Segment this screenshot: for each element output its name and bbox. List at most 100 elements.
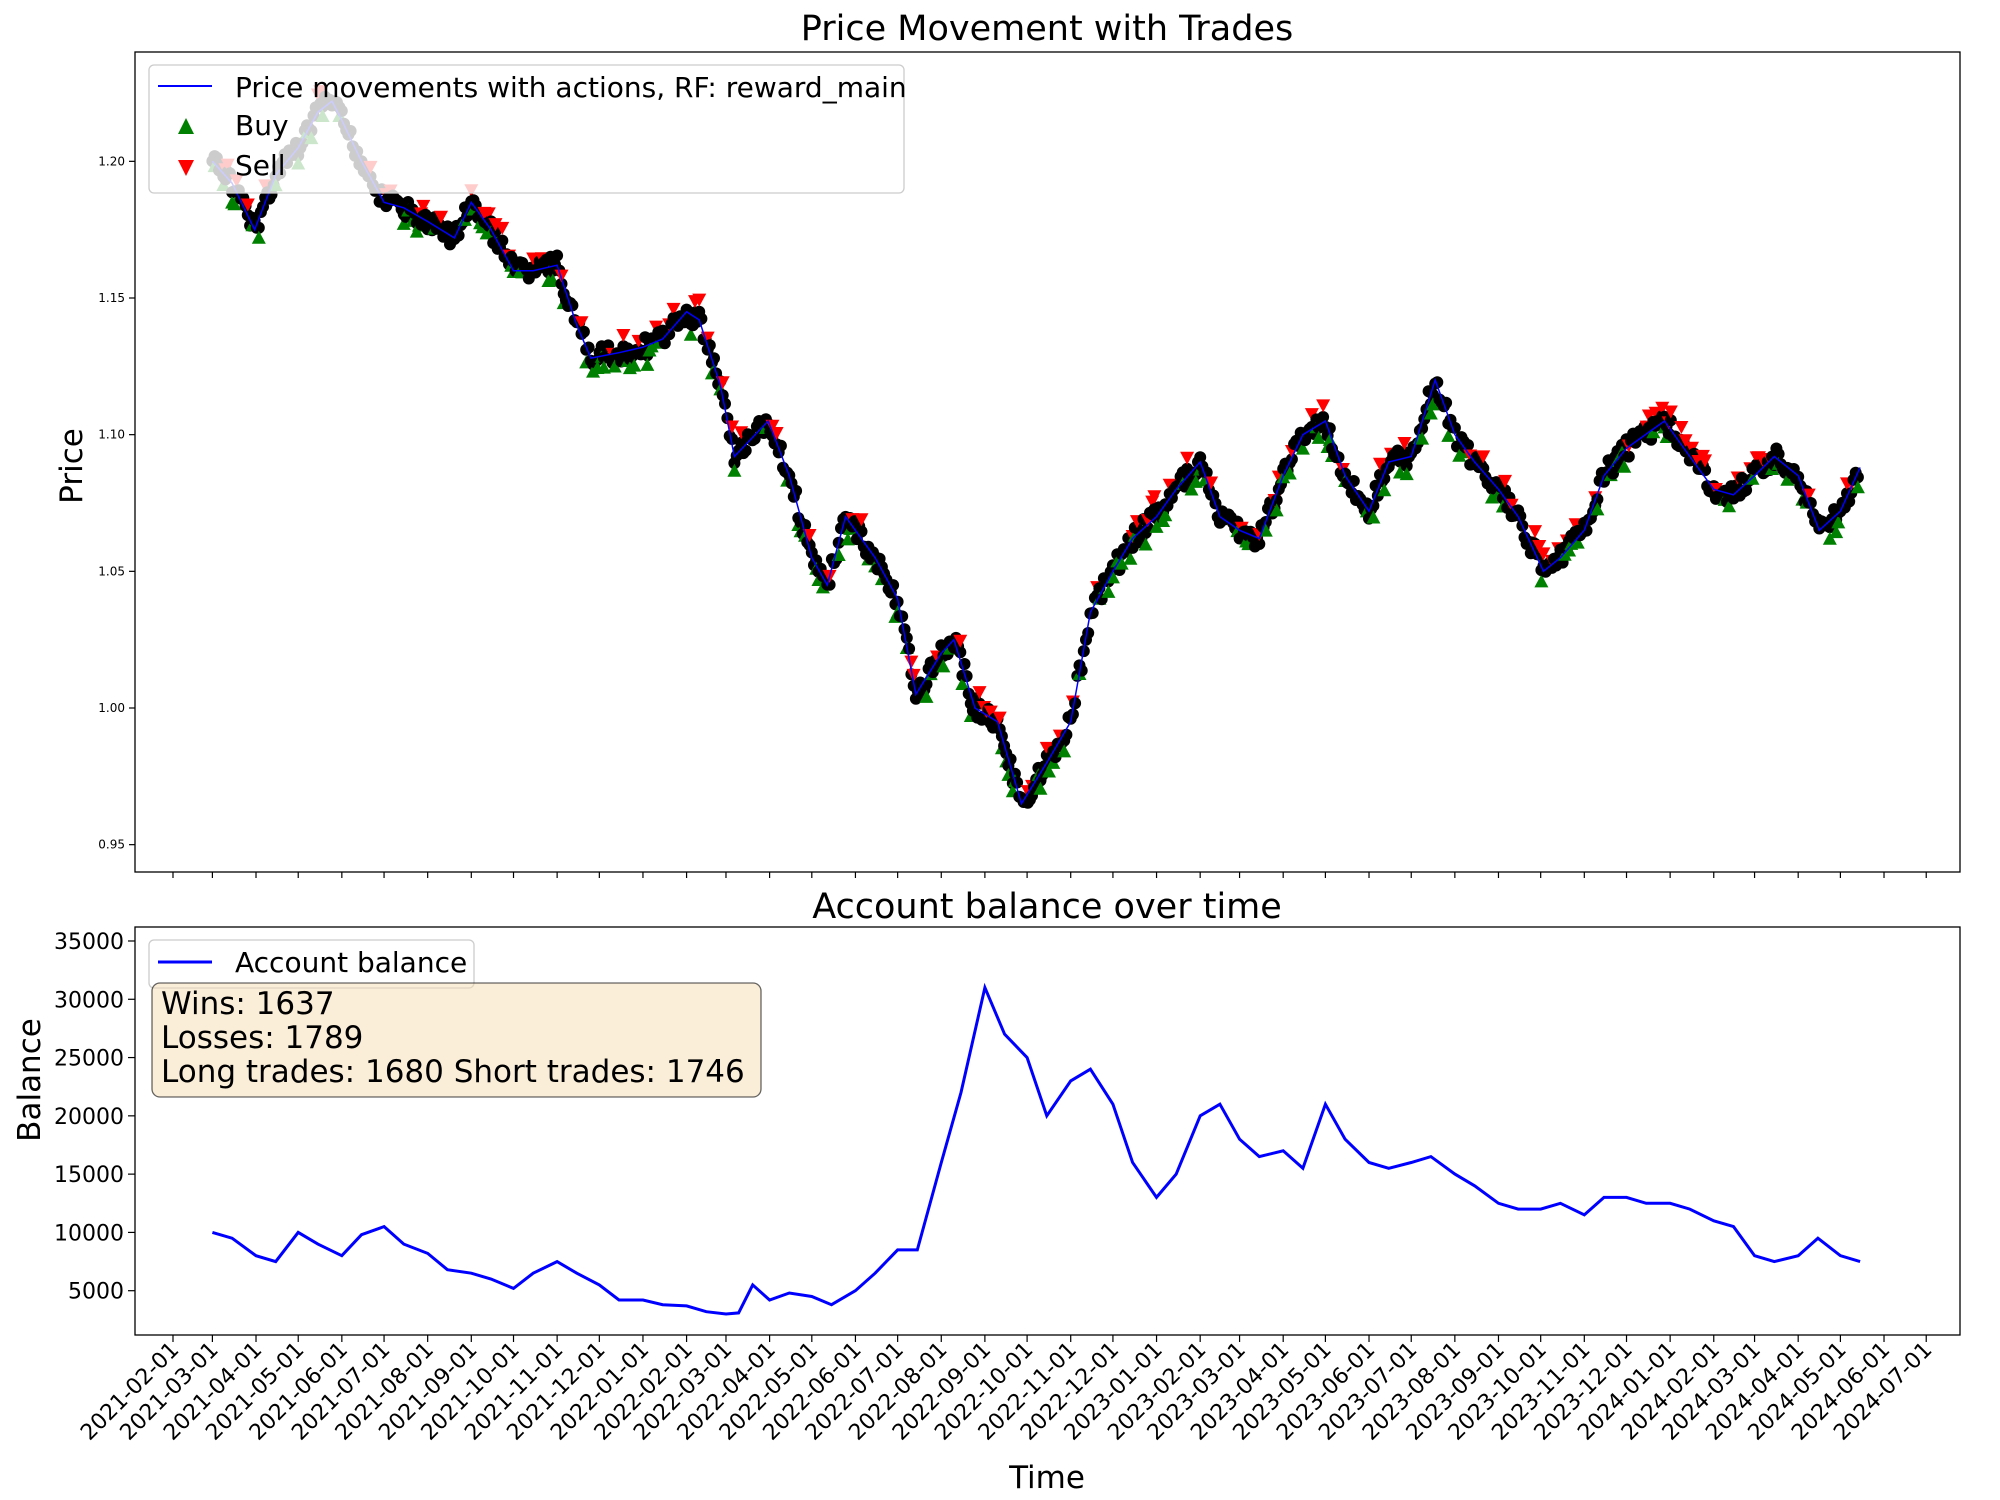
buy-marker: [1184, 482, 1199, 496]
sell-marker: [1180, 451, 1195, 465]
trade-dot: [658, 337, 671, 350]
buy-marker: [727, 463, 742, 477]
buy-marker: [1399, 467, 1414, 481]
sell-marker: [802, 529, 817, 543]
trade-dot: [1194, 451, 1207, 464]
sell-marker: [495, 221, 510, 235]
buy-marker: [1258, 523, 1273, 537]
trade-dot: [739, 444, 752, 457]
trade-dot: [748, 432, 761, 445]
sell-marker: [1678, 434, 1693, 448]
trade-dot: [1069, 697, 1082, 710]
sell-marker: [1476, 450, 1491, 464]
buy-marker: [640, 357, 655, 371]
buy-marker: [1646, 425, 1661, 439]
sell-marker: [904, 655, 919, 669]
buy-marker: [936, 659, 951, 673]
y-tick-label: 1.05: [98, 564, 125, 578]
sell-marker: [434, 210, 449, 224]
buy-marker: [1138, 537, 1153, 551]
trade-dot: [958, 658, 971, 670]
balance-chart-frame: [134, 926, 1961, 1336]
trade-dot: [452, 229, 465, 242]
buy-marker: [1423, 406, 1438, 420]
trade-dot: [1200, 466, 1213, 479]
trade-dot: [1607, 467, 1619, 480]
sell-marker: [1397, 436, 1412, 450]
trade-dot: [1060, 728, 1073, 741]
price-chart-y-axis-label: Price: [54, 428, 90, 504]
buy-marker: [1562, 543, 1577, 557]
buy-marker: [227, 197, 242, 211]
sell-marker: [240, 198, 255, 212]
sell-marker-icon: [178, 160, 194, 176]
buy-marker: [1534, 574, 1549, 588]
legend-buy-label: Buy: [235, 109, 289, 142]
legend-sell-label: Sell: [235, 149, 286, 182]
balance-chart-title: Account balance over time: [812, 887, 1282, 927]
trade-dot: [1082, 627, 1095, 639]
buy-marker: [1123, 551, 1138, 565]
price-chart-frame: [134, 51, 1961, 873]
trade-dot: [489, 225, 502, 238]
buy-marker: [1831, 515, 1846, 529]
buy-marker: [1377, 483, 1392, 497]
buy-marker: [1114, 556, 1129, 570]
sell-marker: [692, 293, 707, 307]
buy-marker: [1366, 510, 1381, 524]
buy-marker: [1101, 584, 1116, 598]
trade-dot: [823, 578, 836, 591]
buy-marker: [1158, 508, 1173, 522]
stats-wins: Wins: 1637: [161, 986, 335, 1022]
buy-marker: [644, 339, 659, 353]
buy-marker: [607, 359, 622, 373]
buy-marker: [1850, 480, 1865, 494]
sell-marker: [416, 199, 431, 213]
price-chart-title: Price Movement with Trades: [801, 9, 1293, 49]
balance-chart-legend: Account balance: [148, 939, 475, 989]
buy-marker: [1033, 781, 1048, 795]
y-tick-label: 1.10: [98, 428, 125, 442]
buy-marker: [1617, 459, 1632, 473]
y-tick-label: 35000: [54, 930, 124, 955]
trade-stats-annotation: Wins: 1637 Losses: 1789 Long trades: 168…: [151, 982, 762, 1098]
y-tick-label: 5000: [68, 1280, 124, 1305]
buy-marker-icon: [178, 118, 194, 134]
buy-marker: [1282, 466, 1297, 480]
buy-marker: [1269, 503, 1284, 517]
buy-marker: [1415, 431, 1430, 445]
trade-dot: [1514, 510, 1527, 523]
legend-balance-label: Account balance: [235, 946, 467, 979]
buy-marker: [683, 327, 698, 341]
trade-dot: [1347, 475, 1360, 487]
buy-marker: [1041, 764, 1056, 778]
sell-marker: [953, 634, 968, 648]
trade-dot: [1066, 708, 1079, 721]
sell-marker: [1372, 457, 1387, 471]
balance-line: [211, 982, 1861, 1316]
sell-marker: [1204, 476, 1219, 490]
buy-marker: [1570, 535, 1585, 549]
trade-dot: [551, 249, 564, 262]
buy-marker: [627, 358, 642, 372]
sell-marker: [616, 329, 631, 343]
buy-marker: [955, 677, 970, 691]
buy-marker: [1057, 744, 1072, 758]
buy-marker: [251, 230, 266, 244]
y-tick-label: 30000: [54, 988, 124, 1013]
sell-marker: [1304, 408, 1319, 422]
y-tick-label: 0.95: [98, 838, 125, 852]
legend-frame: [148, 64, 905, 194]
trade-dot: [1622, 450, 1635, 463]
sell-marker: [769, 426, 784, 440]
trade-dot: [1580, 524, 1593, 537]
stats-losses: Losses: 1789: [161, 1020, 363, 1056]
sell-marker: [526, 252, 541, 266]
trade-dot: [896, 610, 909, 623]
trade-dot: [887, 579, 900, 592]
buy-marker: [1105, 570, 1120, 584]
buy-marker: [1822, 531, 1837, 545]
trade-dot: [496, 234, 509, 247]
sell-marker: [666, 302, 681, 316]
sell-marker: [481, 207, 496, 221]
